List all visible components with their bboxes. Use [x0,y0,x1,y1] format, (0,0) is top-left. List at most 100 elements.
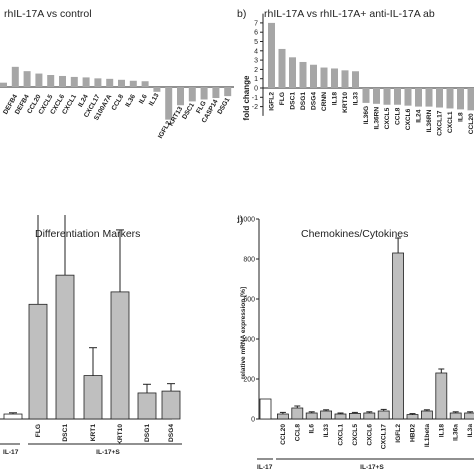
category-label-a-19: DSG1 [216,96,231,115]
y-tick-label-d-2: 400 [243,337,255,344]
bar-b-16 [436,88,443,108]
bar-a-12 [141,81,149,87]
category-label-d-8: CXCL17 [381,424,388,450]
category-label-b-11: CXCL5 [384,107,391,129]
panel-d-label: d) [237,215,243,226]
group-label-d-0: IL-17 [257,464,273,471]
y-tick-label-d-4: 800 [243,257,255,264]
y-tick-label-b-7: 5 [254,39,258,46]
category-label-b-12: CCL8 [395,107,402,125]
bar-b-7 [341,70,349,88]
bar-c-6 [161,390,181,420]
bar-a-17 [200,87,208,100]
category-label-b-6: IL18 [332,92,339,106]
category-label-a-11: IL36 [124,93,137,108]
bar-b-2 [289,57,296,88]
bar-b-11 [383,88,391,105]
bar-b-3 [299,61,307,88]
category-label-d-7: CXCL6 [366,424,373,446]
category-label-b-9: IL36G [363,106,370,124]
category-label-d-9: IGFL2 [395,424,402,443]
bar-c-2 [55,274,75,420]
y-tick-label-d-3: 600 [243,297,255,304]
bar-c-0 [3,413,23,420]
panel-a-title: rhIL-17A vs control [4,8,92,20]
category-label-d-4: IL33 [323,424,330,438]
category-label-a-13: IL13 [148,92,161,107]
category-label-b-10: IL36RN [374,107,381,130]
bar-b-13 [404,88,412,106]
bar-d-9 [392,252,405,420]
category-label-c-4: KRT10 [117,424,124,445]
bar-d-11 [420,410,433,420]
bar-d-6 [349,412,361,420]
y-tick-label-b-8: 6 [254,30,258,37]
bar-b-17 [446,88,454,109]
category-label-b-16: CXCL17 [437,110,444,136]
bar-b-12 [394,88,401,105]
bar-d-12 [435,372,448,420]
bar-a-15 [177,87,184,106]
category-label-d-6: CXCL5 [352,424,359,446]
bar-a-4 [47,75,55,87]
bar-a-14 [165,87,173,120]
bar-d-8 [377,410,390,420]
bar-b-9 [362,88,370,103]
bar-a-8 [94,78,102,87]
bar-d-14 [464,412,474,420]
category-label-d-10: HBD2 [410,424,417,442]
bar-b-4 [310,64,317,88]
bar-a-6 [70,76,78,87]
bar-d-13 [449,412,462,420]
bar-a-11 [129,80,137,87]
group-label-d-1: IL-17+S [360,464,384,471]
bar-d-2 [291,407,304,420]
bar-c-3 [83,375,103,420]
bar-d-5 [334,413,347,420]
panel-b-ylabel: fold change [242,75,251,120]
category-label-b-18: IL8 [458,112,465,122]
y-tick-label-b-5: 3 [254,58,258,65]
category-label-b-15: IL36RN [426,109,433,132]
bar-b-6 [331,68,338,88]
chart-panel-a: rhIL-17A vs control DEFB4DEFB4CCL20CXCL5… [0,8,234,140]
bar-b-14 [415,88,422,107]
y-tick-label-b-2: 0 [254,86,258,93]
bar-b-0 [268,22,275,88]
bar-b-19 [467,88,474,111]
group-label-c-0: IL-17 [3,449,19,456]
bar-a-1 [11,66,19,87]
bar-a-3 [35,73,43,87]
bar-c-5 [137,392,157,420]
y-tick-label-d-1: 200 [243,377,255,384]
bar-d-1 [277,413,289,420]
bar-a-18 [212,87,220,99]
category-label-b-3: DSG1 [300,92,307,110]
bar-b-5 [320,67,328,88]
category-label-c-5: DSG1 [144,424,151,442]
category-label-b-13: CXCL6 [405,108,412,130]
bar-b-1 [278,48,286,88]
bar-b-10 [373,88,380,104]
panel-b-label: b) [237,8,246,20]
y-tick-label-b-1: -1 [252,95,258,102]
panel-c-title: Differentiation Markers [35,228,140,240]
category-label-c-6: DSG4 [168,424,175,442]
bar-a-5 [59,75,66,87]
bar-a-13 [153,87,161,92]
y-tick-label-b-4: 2 [254,67,258,74]
category-label-b-1: FLG [279,92,286,105]
category-label-b-4: DSG4 [311,92,318,110]
bar-d-0 [259,398,272,420]
category-label-b-2: DSC1 [290,92,297,110]
bar-a-9 [106,78,114,87]
y-tick-label-b-6: 4 [254,48,258,55]
bar-a-19 [224,87,232,97]
bar-d-3 [305,412,318,420]
chart-panel-b: b) rhIL-17A vs rhIL-17A+ anti-IL-17A ab … [237,8,474,136]
bar-d-4 [320,410,332,420]
category-label-b-14: IL24 [416,109,423,123]
category-label-b-19: CCL20 [468,113,474,134]
category-label-b-0: IGFL2 [269,92,276,111]
bar-c-1 [28,303,48,420]
